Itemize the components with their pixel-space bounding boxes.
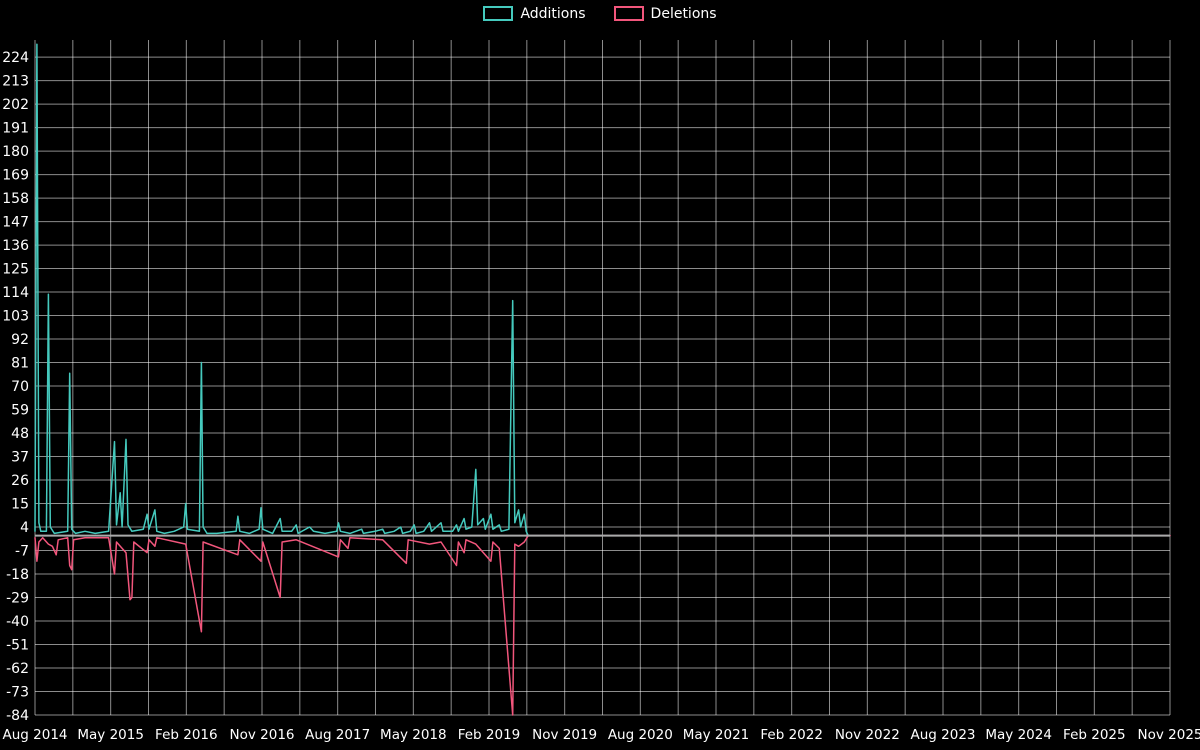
y-tick-label: -84 xyxy=(6,708,29,724)
y-tick-label: 125 xyxy=(2,262,29,278)
x-tick-label: Aug 2017 xyxy=(305,727,370,743)
y-tick-label: 191 xyxy=(2,121,29,137)
deletions-swatch-icon xyxy=(613,6,644,21)
x-tick-label: Nov 2025 xyxy=(1138,727,1200,743)
y-tick-label: 169 xyxy=(2,168,29,184)
y-tick-label: 15 xyxy=(11,497,29,513)
x-tick-label: Feb 2022 xyxy=(760,727,823,743)
x-tick-label: May 2015 xyxy=(77,727,144,743)
chart-legend: Additions Deletions xyxy=(0,6,1200,21)
y-tick-label: -73 xyxy=(6,685,29,701)
y-tick-label: 48 xyxy=(11,426,29,442)
x-tick-label: Feb 2016 xyxy=(155,727,218,743)
y-tick-label: 147 xyxy=(2,215,29,231)
y-tick-label: -18 xyxy=(6,567,29,583)
deletions-line xyxy=(34,534,1171,716)
y-tick-label: 103 xyxy=(2,309,29,325)
x-tick-label: Aug 2023 xyxy=(910,727,975,743)
x-tick-label: Nov 2019 xyxy=(532,727,597,743)
legend-label-deletions: Deletions xyxy=(650,5,717,22)
y-tick-label: 4 xyxy=(20,520,29,536)
x-tick-label: Aug 2020 xyxy=(608,727,673,743)
legend-item-additions[interactable]: Additions xyxy=(483,5,586,22)
y-tick-label: 37 xyxy=(11,450,29,466)
additions-line xyxy=(34,43,1171,537)
x-tick-label: May 2021 xyxy=(683,727,750,743)
y-tick-label: 158 xyxy=(2,191,29,207)
y-tick-label: 70 xyxy=(11,379,29,395)
y-tick-label: 213 xyxy=(2,74,29,90)
y-tick-label: 59 xyxy=(11,403,29,419)
legend-label-additions: Additions xyxy=(520,5,586,22)
y-tick-label: 81 xyxy=(11,356,29,372)
x-tick-label: Nov 2022 xyxy=(835,727,900,743)
y-tick-label: -7 xyxy=(15,544,29,560)
x-tick-label: May 2018 xyxy=(380,727,447,743)
x-tick-label: Feb 2019 xyxy=(458,727,521,743)
y-tick-label: 202 xyxy=(2,97,29,113)
y-tick-label: 114 xyxy=(2,285,29,301)
x-tick-label: Aug 2014 xyxy=(2,727,67,743)
y-tick-label: 92 xyxy=(11,332,29,348)
x-tick-label: Nov 2016 xyxy=(230,727,295,743)
y-tick-label: -62 xyxy=(6,661,29,677)
y-tick-label: 224 xyxy=(2,50,29,66)
x-tick-label: Feb 2025 xyxy=(1063,727,1126,743)
y-tick-label: -51 xyxy=(6,638,29,654)
y-tick-label: -40 xyxy=(6,614,29,630)
y-tick-label: 26 xyxy=(11,473,29,489)
legend-item-deletions[interactable]: Deletions xyxy=(613,5,717,22)
additions-swatch-icon xyxy=(483,6,514,21)
x-tick-label: May 2024 xyxy=(985,727,1052,743)
y-tick-label: -29 xyxy=(6,591,29,607)
y-tick-label: 136 xyxy=(2,238,29,254)
y-tick-label: 180 xyxy=(2,144,29,160)
